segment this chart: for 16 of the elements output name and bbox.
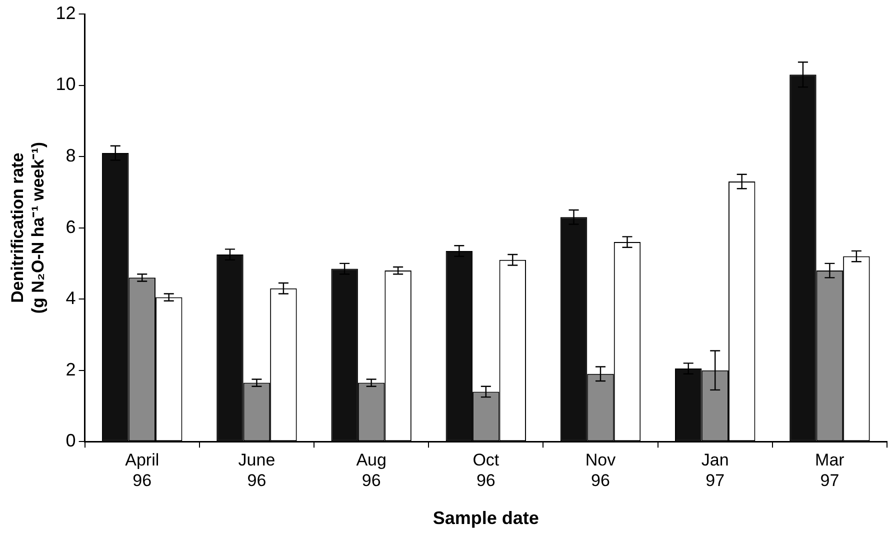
y-tick-label: 8 bbox=[66, 146, 76, 166]
y-tick-label: 10 bbox=[56, 74, 76, 94]
y-axis-title: Denitrification rate (g N₂O-N ha⁻¹ week⁻¹) bbox=[8, 142, 48, 314]
x-tick-label: June 96 bbox=[238, 450, 276, 490]
y-tick-label: 12 bbox=[56, 2, 76, 23]
y-tick-label: 0 bbox=[66, 430, 76, 451]
x-axis-title: Sample date bbox=[432, 508, 539, 528]
x-tick-label: Nov 96 bbox=[585, 450, 616, 490]
y-tick-label: 2 bbox=[66, 359, 76, 380]
y-tick-label: 4 bbox=[66, 288, 76, 308]
x-tick-label: Mar 97 bbox=[815, 450, 845, 490]
x-tick-label: April 96 bbox=[125, 450, 160, 490]
x-tick-label: Aug 96 bbox=[356, 450, 386, 490]
y-tick-label: 6 bbox=[66, 216, 76, 237]
x-tick-label: Oct 96 bbox=[472, 450, 500, 490]
x-tick-label: Jan 97 bbox=[701, 450, 729, 490]
